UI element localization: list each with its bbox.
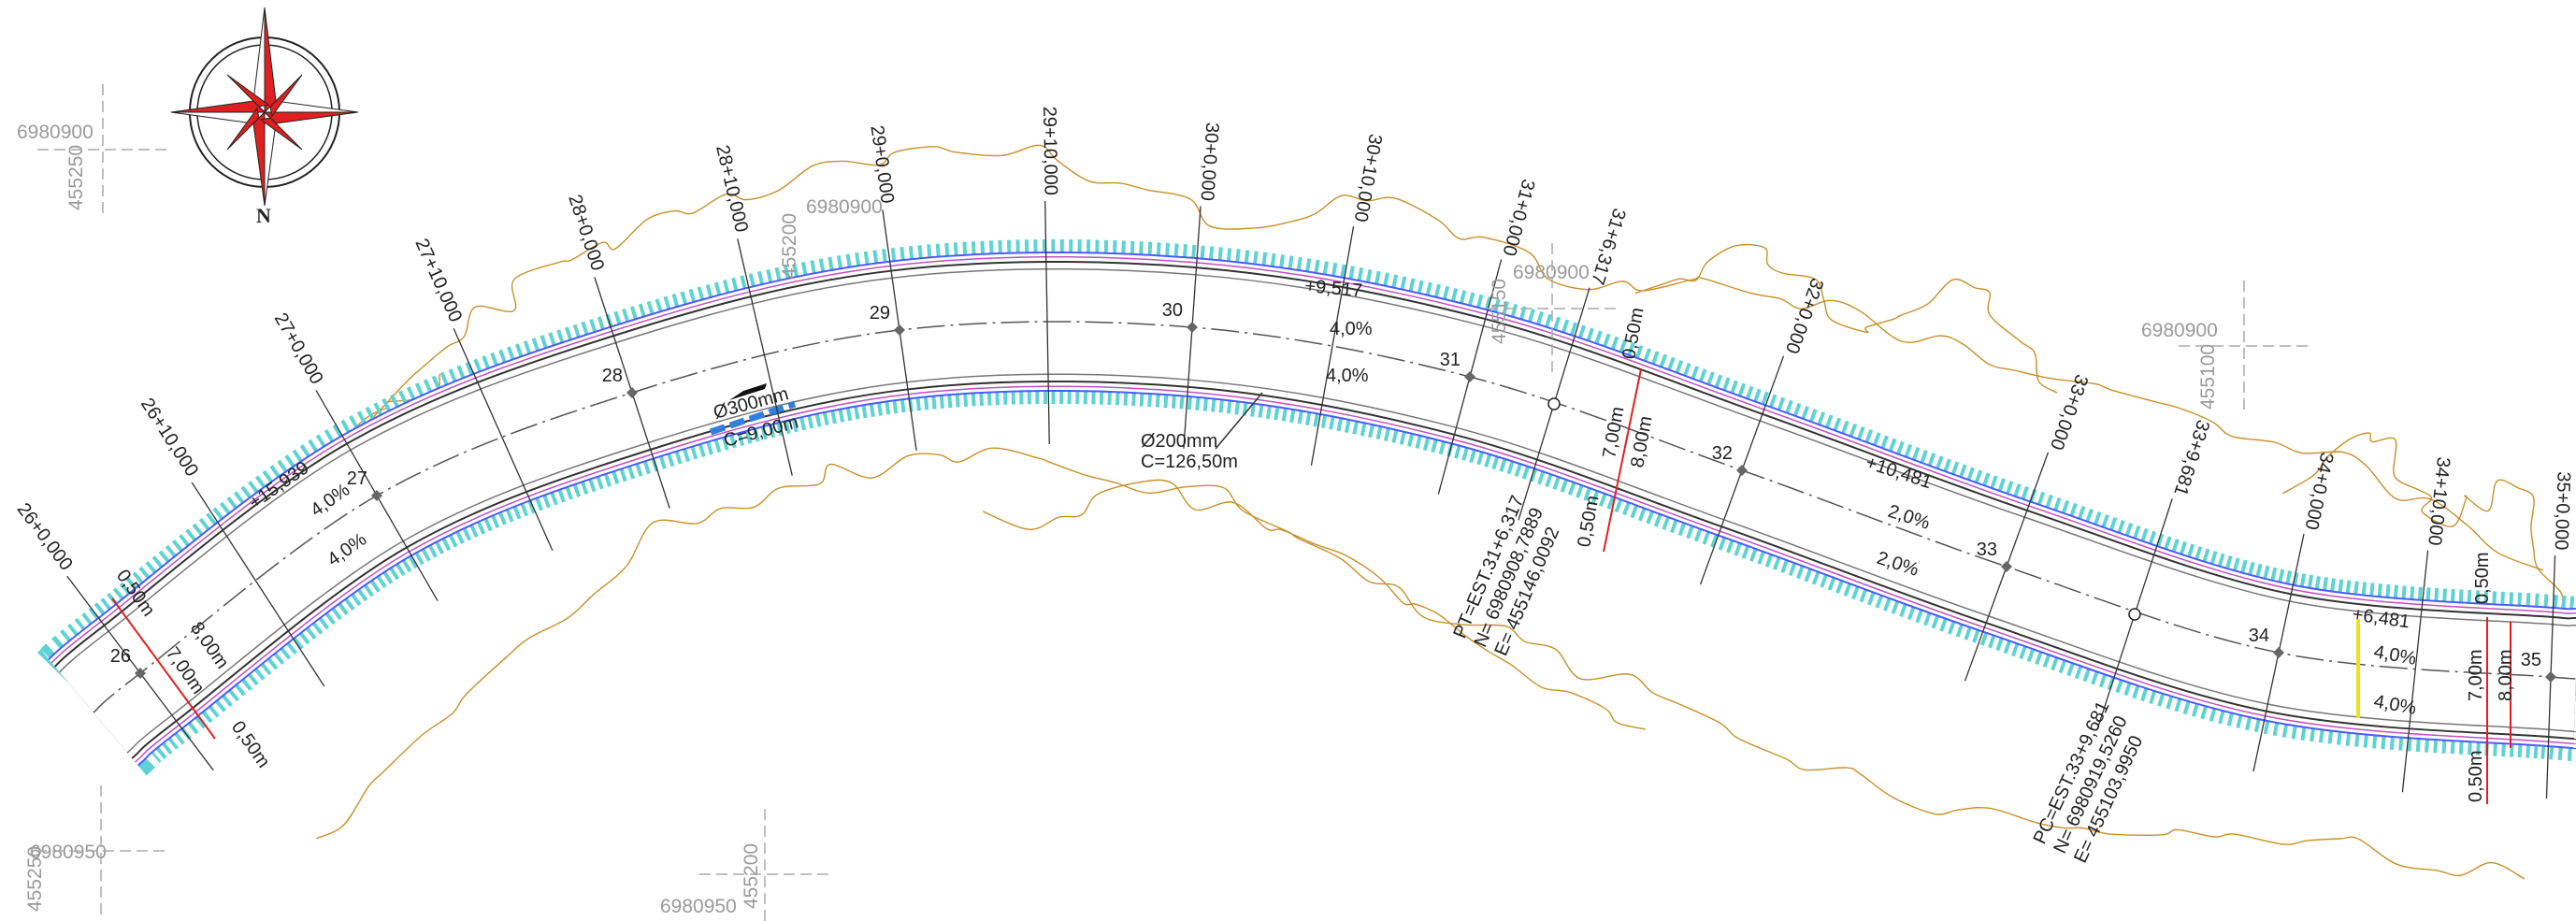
slope-label: 4,0%: [1330, 319, 1373, 339]
station-line: [737, 238, 793, 476]
station-label: 30+10,000: [1350, 133, 1386, 223]
station-number: 31: [1440, 350, 1461, 370]
station-line: [2401, 550, 2429, 793]
width-label: 0,50m: [1619, 306, 1648, 361]
station-line: [1044, 201, 1050, 444]
station-label: 27+0,000: [270, 309, 327, 388]
grid-coordinate: 6980950: [660, 896, 737, 917]
station-label: 28+10,000: [712, 143, 752, 235]
dimension-line: [1603, 368, 1642, 553]
station-label: 33+0,000: [2046, 372, 2092, 453]
station-label: 30+0,000: [1196, 122, 1222, 201]
grid-coordinate: 6980900: [17, 122, 94, 143]
compass-point: [264, 7, 277, 114]
width-label: 0,50m: [1574, 494, 1603, 549]
station-number: 33: [1977, 540, 1997, 560]
station-label: 34+10,000: [2424, 456, 2454, 547]
station-number: 29: [870, 303, 890, 324]
compass-point: [259, 117, 303, 151]
pipe-length: C=126,50m: [1141, 452, 1238, 472]
station-marker: [626, 387, 638, 398]
station-label: 28+0,000: [564, 193, 608, 274]
station-number: 32: [1712, 443, 1733, 464]
slope-label: 4,0%: [1326, 366, 1369, 386]
north-arrow: N: [170, 7, 359, 227]
contour: [983, 479, 1647, 730]
width-label: 0,50m: [2472, 552, 2493, 604]
station-marker: [1187, 322, 1198, 333]
station-marker: [894, 324, 905, 336]
pipe: [709, 400, 797, 436]
station-marker: [2273, 647, 2284, 658]
station-label: 32+0,000: [1781, 276, 1827, 356]
station-label: 34+0,000: [2300, 451, 2337, 532]
curve-point: [1547, 397, 1561, 410]
compass-point: [170, 100, 266, 113]
flow-arrow: [729, 383, 767, 400]
grid-coordinate: 455200: [779, 213, 800, 279]
pipe-leader: [1215, 392, 1263, 450]
station-number: 30: [1162, 300, 1183, 321]
grid-coordinate: 455200: [741, 843, 762, 909]
grid-coordinate: 6980900: [1513, 262, 1590, 283]
station-label: 33+9,681: [2169, 417, 2213, 498]
width-label: 7,00m: [2466, 649, 2486, 701]
compass-point: [226, 74, 270, 108]
centerline: [93, 321, 2576, 713]
station-number: 28: [602, 366, 623, 386]
station-marker: [371, 490, 382, 501]
station-line: [453, 327, 554, 552]
contour: [316, 447, 2526, 880]
grid-coordinate: 6980900: [2141, 320, 2218, 341]
grid-coordinate: 455250: [65, 145, 87, 210]
grid-coordinate: 455150: [1489, 279, 1510, 344]
station-label: 26+0,000: [13, 499, 77, 574]
width-label: 0,50m: [2466, 750, 2486, 802]
grid-coordinate: 6980900: [806, 196, 883, 218]
station-label: 31+0,000: [1498, 177, 1538, 258]
station-number: 35: [2521, 650, 2541, 670]
station-marker: [135, 668, 146, 679]
station-label: 26+10,000: [137, 395, 202, 481]
compass-point: [263, 111, 359, 124]
grid-coordinate: 6980950: [30, 842, 107, 863]
contour: [1634, 243, 2058, 394]
station-marker: [2545, 671, 2556, 683]
terrain-contours: [194, 144, 2564, 880]
compass-point: [226, 107, 260, 151]
width-label: 8,00m: [2496, 649, 2516, 701]
north-label: N: [256, 204, 271, 227]
station-number: 27: [347, 468, 367, 489]
station-number: 26: [110, 646, 131, 667]
contour: [233, 144, 2544, 571]
station-label: 29+10,000: [1039, 107, 1061, 195]
station-label: 35+0,000: [2551, 471, 2574, 551]
station-marker: [2001, 561, 2012, 572]
station-marker: [1736, 465, 1748, 476]
superelevation-label: +9,517: [1304, 276, 1363, 301]
compass-point: [269, 74, 303, 118]
grid-coordinate: 455100: [2197, 344, 2219, 410]
compass-point: [252, 110, 266, 207]
curve-point: [2128, 608, 2141, 621]
width-label: 0,50m: [227, 717, 274, 771]
annotations: [111, 368, 2511, 804]
station-line: [1310, 225, 1355, 467]
station-line: [191, 482, 325, 687]
station-label: 27+10,000: [410, 236, 466, 325]
grid-coordinate: 455250: [24, 846, 46, 912]
station-marker: [1464, 371, 1475, 382]
station-number: 34: [2249, 626, 2269, 646]
dimension-line: [111, 597, 216, 740]
pipe-diameter: Ø200mm: [1141, 431, 1217, 452]
station-label: 31+6,317: [1587, 206, 1630, 287]
contour: [2282, 432, 2564, 609]
